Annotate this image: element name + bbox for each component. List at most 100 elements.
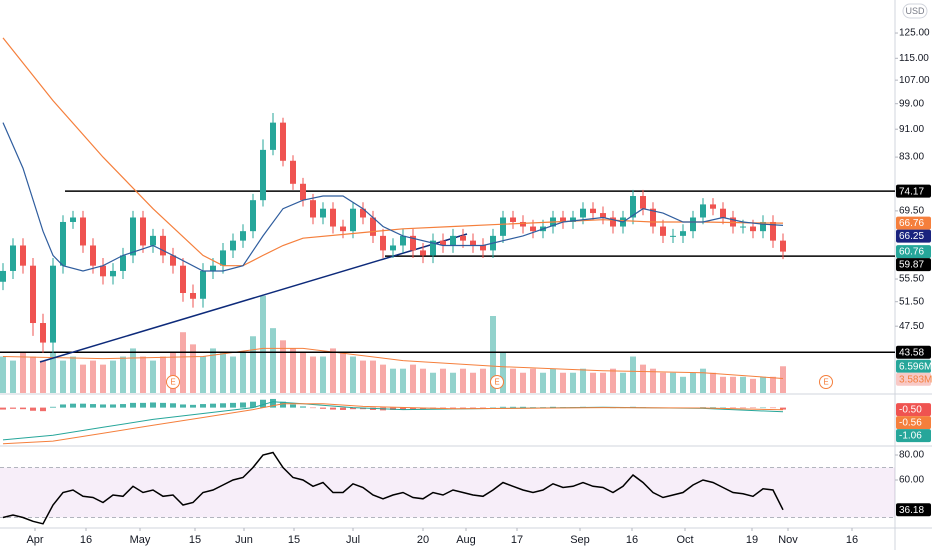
x-tick-label: Apr xyxy=(26,534,43,546)
macd-histogram-bar xyxy=(100,404,106,408)
volume-bar xyxy=(160,356,166,393)
price-tag xyxy=(896,372,931,386)
candle-body xyxy=(10,245,16,271)
macd-histogram-bar xyxy=(30,407,36,411)
candle-body xyxy=(600,213,606,218)
volume-bar xyxy=(560,372,566,393)
candle-body xyxy=(70,217,76,222)
price-tag xyxy=(896,403,931,417)
candle-body xyxy=(680,231,686,236)
moving-average-line xyxy=(2,122,784,272)
macd-histogram-bar xyxy=(170,403,176,408)
candle-body xyxy=(240,231,246,241)
macd-histogram-bar xyxy=(460,407,466,409)
volume-bar xyxy=(520,372,526,393)
volume-bar xyxy=(0,356,6,393)
macd-histogram-bar xyxy=(150,402,156,408)
volume-bar xyxy=(90,360,96,393)
price-tag xyxy=(896,245,931,259)
macd-histogram-bar xyxy=(340,407,346,410)
volume-bar xyxy=(270,328,276,393)
x-tick-label: 17 xyxy=(511,534,523,546)
x-tick-label: Jun xyxy=(235,534,253,546)
macd-histogram-bar xyxy=(190,404,196,408)
macd-histogram-bar xyxy=(550,406,556,408)
y-tick-label: 55.50 xyxy=(899,274,924,285)
volume-bar xyxy=(490,316,496,393)
moving-average-line xyxy=(2,37,784,267)
volume-bar xyxy=(310,356,316,393)
price-tag-label: 60.76 xyxy=(899,247,924,258)
candle-body xyxy=(710,204,716,209)
candle-body xyxy=(300,183,306,201)
candle-body xyxy=(580,208,586,218)
price-pane xyxy=(0,37,895,393)
volume-bar xyxy=(120,356,126,393)
macd-histogram-bar xyxy=(130,402,136,408)
volume-bar xyxy=(350,356,356,393)
candle-body xyxy=(20,245,26,266)
volume-bar xyxy=(280,340,286,393)
candle-body xyxy=(280,122,286,161)
macd-histogram-bar xyxy=(60,404,66,408)
volume-bar xyxy=(730,376,736,393)
volume-bar xyxy=(430,372,436,393)
candle-body xyxy=(230,240,236,251)
candle-body xyxy=(430,240,436,256)
macd-histogram-bar xyxy=(770,407,776,409)
earnings-marker[interactable] xyxy=(166,375,180,389)
macd-histogram-bar xyxy=(80,403,86,408)
y-tick-label: 60.00 xyxy=(899,475,924,486)
candle-body xyxy=(770,221,776,241)
x-tick-label: Sep xyxy=(570,534,590,546)
candle-body xyxy=(260,149,266,201)
earnings-marker[interactable] xyxy=(819,375,833,389)
volume-bar xyxy=(230,356,236,393)
macd-histogram-bar xyxy=(40,407,46,412)
price-tag-label: 74.17 xyxy=(899,186,924,197)
volume-bar xyxy=(20,352,26,393)
volume-bar xyxy=(690,372,696,393)
candle-body xyxy=(290,160,296,184)
candle-body xyxy=(50,265,56,343)
x-tick-label: Nov xyxy=(778,534,798,546)
volume-bar xyxy=(70,356,76,393)
candle-body xyxy=(160,235,166,256)
volume-bar xyxy=(30,356,36,393)
candle-body xyxy=(450,235,456,246)
volume-bar xyxy=(660,372,666,393)
volume-bar xyxy=(330,348,336,393)
y-tick-label: 83.00 xyxy=(899,152,924,163)
macd-histogram-bar xyxy=(730,407,736,409)
macd-histogram-bar xyxy=(260,399,266,408)
earnings-label: E xyxy=(494,378,499,387)
candle-body xyxy=(120,255,126,271)
volume-bar xyxy=(110,360,116,393)
macd-histogram-bar xyxy=(120,404,126,408)
candle-body xyxy=(650,208,656,227)
volume-bar xyxy=(770,376,776,393)
trend-line xyxy=(39,233,468,363)
volume-bar xyxy=(720,376,726,393)
volume-ma-line xyxy=(2,347,784,379)
earnings-marker[interactable] xyxy=(490,375,504,389)
volume-bar xyxy=(340,352,346,393)
volume-bar xyxy=(50,352,56,393)
candle-body xyxy=(200,270,206,299)
x-tick-label: 19 xyxy=(746,534,758,546)
macd-histogram-bar xyxy=(480,407,486,409)
macd-pane xyxy=(0,398,786,445)
volume-bar xyxy=(650,368,656,393)
price-tag-label: -0.56 xyxy=(899,418,922,429)
currency-badge[interactable] xyxy=(902,3,928,19)
candle-body xyxy=(480,245,486,251)
candle-body xyxy=(470,240,476,246)
x-tick-label: 16 xyxy=(80,534,92,546)
candle-body xyxy=(310,200,316,218)
volume-bar xyxy=(480,368,486,393)
macd-histogram-bar xyxy=(400,407,406,410)
price-tag-label: 3.583M xyxy=(899,374,932,385)
volume-bar xyxy=(240,352,246,393)
